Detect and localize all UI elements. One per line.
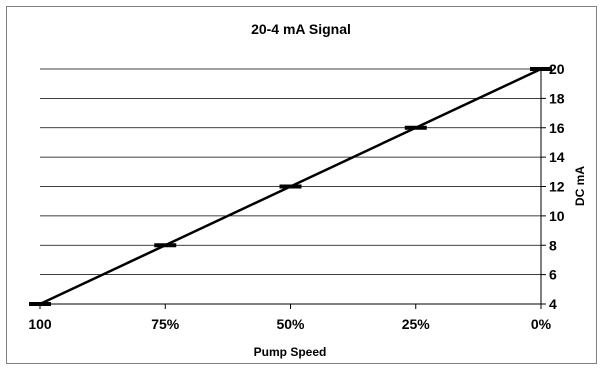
y-tick-label: 14 xyxy=(549,149,565,165)
y-tick-label: 16 xyxy=(549,120,565,136)
y-axis: 4 6 8 10 12 14 16 18 20 xyxy=(540,61,565,312)
y-tick-label: 18 xyxy=(549,90,565,106)
gridlines xyxy=(40,68,541,276)
x-tick-label: 100 xyxy=(28,316,52,332)
chart-title: 20-4 mA Signal xyxy=(251,21,351,37)
y-tick-label: 8 xyxy=(549,237,557,253)
y-tick-label: 6 xyxy=(549,267,557,283)
x-tick-label: 50% xyxy=(276,316,305,332)
y-tick-label: 12 xyxy=(549,179,565,195)
x-axis-label: Pump Speed xyxy=(254,345,327,359)
y-tick-label: 4 xyxy=(549,296,557,312)
x-tick-label: 75% xyxy=(151,316,180,332)
x-axis: 100 75% 50% 25% 0% xyxy=(28,303,552,332)
series-group xyxy=(29,67,552,306)
x-tick-label: 0% xyxy=(531,316,552,332)
y-tick-label: 20 xyxy=(549,61,565,77)
y-tick-label: 10 xyxy=(549,208,565,224)
x-tick-label: 25% xyxy=(402,316,431,332)
y-axis-label: DC mA xyxy=(573,166,587,206)
